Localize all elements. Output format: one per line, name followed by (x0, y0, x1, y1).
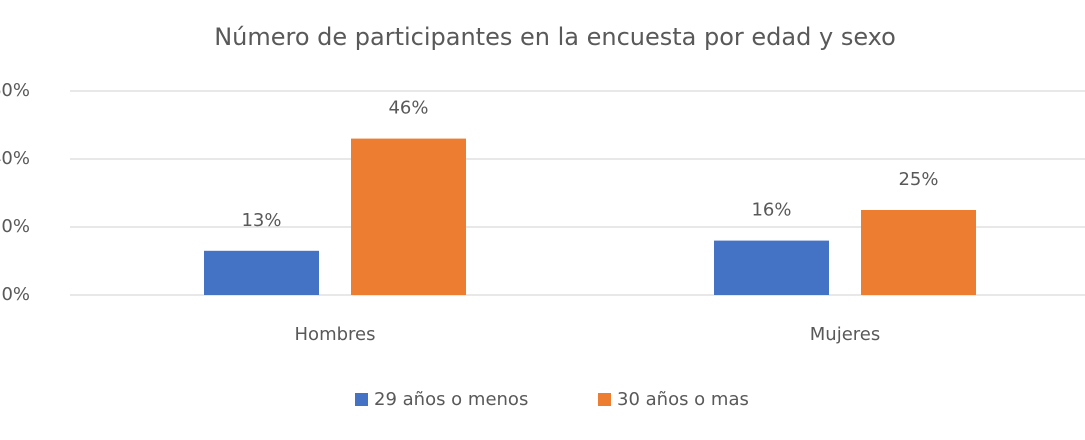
chart-title: Número de participantes en la encuesta p… (214, 23, 896, 51)
bar (861, 210, 976, 295)
bar (714, 240, 829, 295)
y-tick-label: 60% (0, 80, 30, 101)
legend-label: 29 años o menos (374, 389, 528, 410)
data-label: 25% (898, 169, 938, 190)
y-tick-label: 40% (0, 148, 30, 169)
legend-swatch (355, 393, 368, 406)
y-tick-label: 20% (0, 216, 30, 237)
bar (204, 250, 319, 295)
x-tick-label: Hombres (295, 324, 376, 345)
x-tick-label: Mujeres (810, 324, 880, 345)
legend-label: 30 años o mas (617, 389, 749, 410)
bar (351, 138, 466, 295)
y-tick-label: 0% (1, 284, 30, 305)
legend-swatch (598, 393, 611, 406)
data-label: 13% (241, 210, 281, 231)
data-label: 46% (388, 98, 428, 119)
data-label: 16% (751, 200, 791, 221)
